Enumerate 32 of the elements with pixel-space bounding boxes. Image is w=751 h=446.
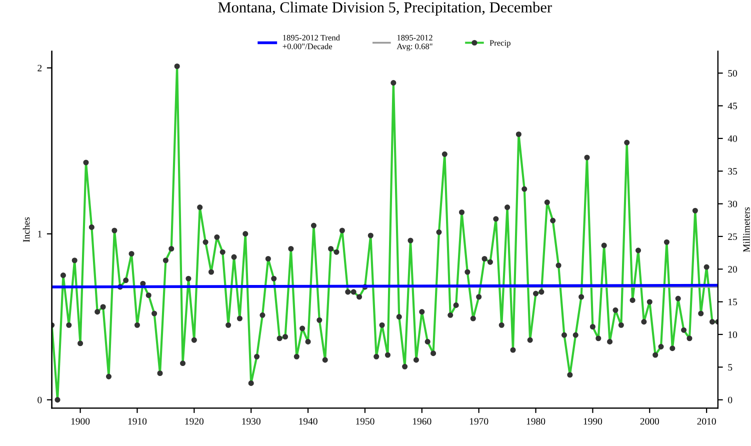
y2-tick-label: 40: [728, 135, 738, 142]
y-tick-label: 2: [38, 64, 42, 72]
x-tick-label: 1910: [128, 418, 147, 425]
x-tick-label: 1980: [526, 418, 546, 425]
x-tick-label: 1920: [185, 418, 204, 425]
x-tick-label: 1940: [299, 418, 318, 425]
x-tick-label: 1960: [413, 418, 432, 425]
y2-tick-label: 50: [728, 70, 738, 77]
x-tick-label: 1990: [584, 418, 602, 425]
x-tick-label: 2000: [640, 418, 659, 425]
y-tick-label: 0: [38, 396, 42, 404]
legend-label: 1895-2012 Trend +0.00"/Decade: [282, 34, 340, 50]
legend-label: 1895-2012 Avg: 0.68": [396, 34, 432, 51]
x-tick-label: 1930: [242, 418, 260, 425]
y2-tick-label: 35: [728, 168, 738, 175]
x-tick-label: 1970: [470, 418, 488, 425]
y2-tick-label: 45: [728, 102, 738, 110]
legend-label: Precip: [490, 40, 510, 48]
y2-tick-label: 25: [728, 233, 738, 240]
x-tick-label: 1900: [71, 418, 90, 425]
y2-tick-label: 30: [728, 200, 738, 208]
y-tick-label: 1: [38, 230, 42, 238]
y2-tick-label: 15: [728, 298, 738, 306]
chart-title: Montana, Climate Division 5, Precipitation, December: [218, 2, 552, 16]
y-axis-title: Inches: [22, 217, 30, 242]
x-tick-label: 1950: [356, 418, 374, 425]
y2-tick-label: 10: [728, 331, 738, 338]
y2-tick-label: 0: [728, 396, 732, 404]
y2-tick-label: 5: [728, 364, 732, 371]
y2-axis-title: Millimeters: [742, 207, 750, 252]
x-tick-label: 2010: [697, 418, 716, 425]
y2-tick-label: 20: [728, 266, 738, 273]
